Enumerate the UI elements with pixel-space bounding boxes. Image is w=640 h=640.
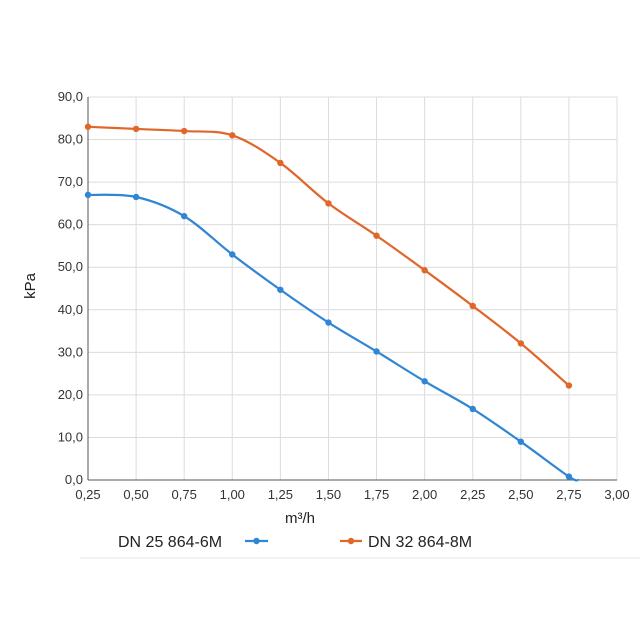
data-point: [229, 251, 236, 258]
x-tick-label: 1,50: [316, 487, 341, 502]
data-point: [469, 405, 476, 413]
legend: DN 25 864-6M DN 32 864-8M: [118, 534, 472, 551]
y-tick-label: 10,0: [58, 429, 83, 444]
series-group: [84, 123, 579, 482]
x-tick-label: 1,25: [268, 487, 293, 502]
data-point: [132, 193, 140, 201]
legend-swatch-marker: [253, 537, 260, 545]
legend-item: DN 25 864-6M: [118, 534, 268, 551]
x-tick-label: 3,00: [604, 487, 629, 502]
legend-item: DN 32 864-8M: [340, 534, 472, 551]
data-point: [325, 319, 332, 326]
grid: [88, 96, 618, 480]
y-tick-label: 30,0: [58, 344, 83, 359]
x-tick-label: 2,75: [556, 487, 581, 502]
legend-swatch-marker: [347, 537, 355, 545]
series-1: [84, 191, 579, 482]
y-tick-label: 60,0: [58, 217, 83, 232]
data-point: [373, 232, 380, 239]
data-point: [469, 302, 476, 310]
y-tick-label: 70,0: [58, 174, 83, 189]
y-tick-label: 40,0: [58, 302, 83, 317]
series-line: [87, 193, 579, 482]
axes: [87, 97, 617, 481]
data-point: [565, 382, 573, 389]
data-point: [517, 340, 525, 347]
data-point: [277, 286, 284, 293]
y-axis-title: kPa: [22, 272, 39, 299]
x-tick-label: 0,50: [123, 487, 148, 502]
data-point: [180, 127, 188, 135]
y-tick-labels: 0,0 10,0 20,0 30,0 40,0 50,0 60,0 70,0 80,0 90,0: [58, 89, 83, 487]
x-tick-label: 2,00: [412, 487, 437, 502]
x-tick-labels: 0,25 0,50 0,75 1,00 1,25 1,50 1,75 2,00 2,25 2,50…: [75, 487, 629, 502]
x-tick-label: 1,00: [220, 487, 245, 502]
y-tick-label: 20,0: [58, 387, 83, 402]
x-tick-label: 2,50: [508, 487, 533, 502]
y-tick-label: 90,0: [58, 89, 83, 104]
legend-label: DN 32 864-8M: [368, 534, 472, 551]
y-tick-label: 80,0: [58, 132, 83, 147]
data-point: [373, 348, 380, 355]
data-point: [325, 200, 332, 207]
x-tick-label: 0,75: [172, 487, 197, 502]
x-axis-title: m³/h: [285, 510, 315, 527]
y-tick-label: 0,0: [65, 472, 83, 487]
data-point: [84, 123, 92, 130]
data-point: [421, 267, 428, 274]
data-point: [565, 473, 573, 480]
data-point: [180, 212, 188, 220]
data-point: [277, 159, 284, 167]
series-2: [84, 123, 573, 389]
x-tick-label: 0,25: [75, 487, 100, 502]
data-point: [229, 132, 236, 139]
x-tick-label: 1,75: [364, 487, 389, 502]
data-point: [84, 191, 92, 199]
data-point: [421, 378, 428, 385]
data-point: [132, 125, 140, 133]
legend-label: DN 25 864-6M: [118, 534, 222, 551]
x-tick-label: 2,25: [460, 487, 485, 502]
data-point: [517, 438, 525, 445]
y-tick-label: 50,0: [58, 259, 83, 274]
